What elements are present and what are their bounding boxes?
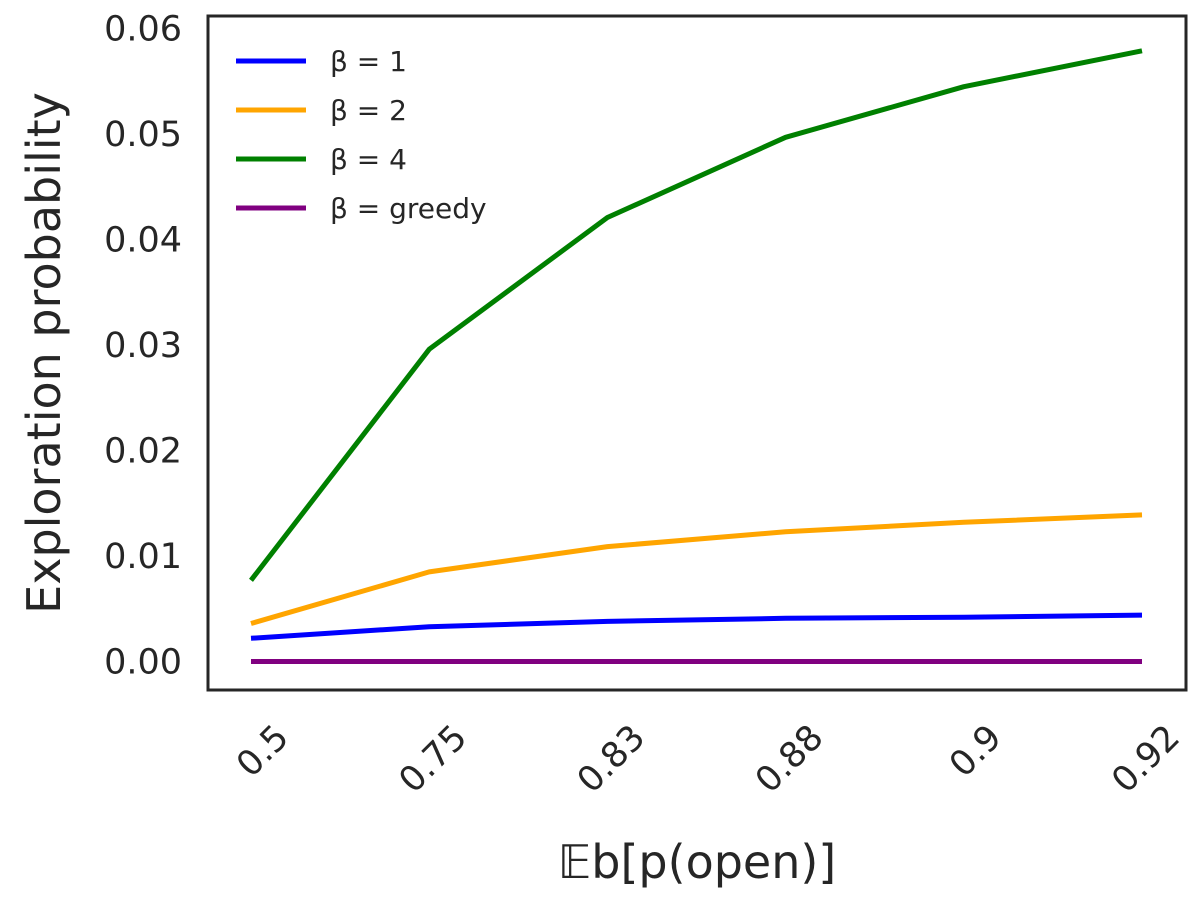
legend: β = 1 β = 2 β = 4 β = greedy — [236, 45, 487, 225]
x-axis-label: 𝔼b[p(open)] — [558, 835, 837, 889]
series-line-3 — [249, 48, 1143, 582]
series-line-2 — [250, 512, 1143, 626]
y-tick-label: 0.04 — [104, 221, 182, 261]
legend-entry-label: β = 1 — [330, 45, 407, 78]
y-tick-label: 0.02 — [104, 432, 182, 472]
x-tick-label: 0.9 — [942, 718, 1010, 786]
y-tick-label: 0.03 — [104, 326, 182, 366]
y-tick-label: 0.06 — [104, 10, 182, 50]
x-tick-label: 0.5 — [229, 718, 297, 786]
x-tick-label: 0.88 — [748, 718, 831, 801]
series-line-1 — [250, 612, 1143, 641]
legend-entry-label: β = 4 — [330, 143, 407, 176]
legend-entry-label: β = 2 — [330, 94, 407, 127]
plot-frame — [206, 14, 1188, 692]
x-tick-label: 0.83 — [570, 718, 653, 801]
y-tick-label: 0.01 — [104, 537, 182, 577]
y-tick-label: 0.05 — [104, 115, 182, 155]
y-axis-label: Exploration probability — [17, 92, 71, 614]
x-tick-label: 0.75 — [392, 718, 475, 801]
x-tick-label: 0.92 — [1105, 718, 1188, 801]
series-layer — [249, 48, 1143, 664]
x-tick-labels: 0.5 0.75 0.83 0.88 0.9 0.92 — [229, 718, 1188, 801]
y-tick-labels: 0.00 0.01 0.02 0.03 0.04 0.05 0.06 — [104, 10, 182, 683]
y-tick-label: 0.00 — [104, 643, 182, 683]
legend-entry-label: β = greedy — [330, 192, 487, 225]
